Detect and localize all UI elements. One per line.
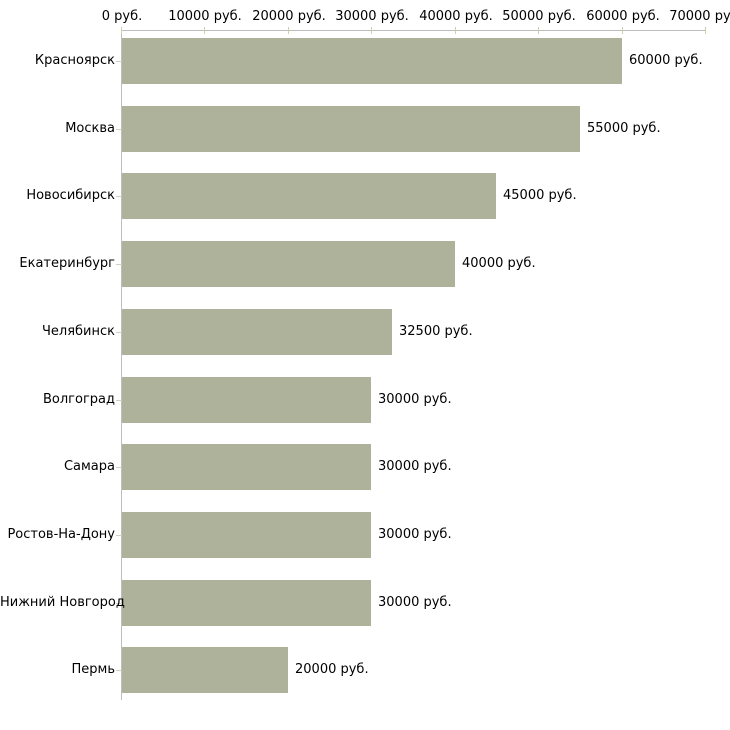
bar: [122, 444, 371, 490]
x-axis-tick: [204, 27, 205, 34]
bar: [122, 512, 371, 558]
category-label: Нижний Новгород: [0, 595, 125, 610]
value-label: 30000 руб.: [378, 459, 452, 474]
x-axis-tick-label: 0 руб.: [101, 9, 143, 24]
bar: [122, 241, 455, 287]
bar: [122, 377, 371, 423]
category-tick: [116, 670, 122, 671]
y-axis-line: [121, 30, 122, 700]
x-axis-tick-label: 70000 руб.: [669, 9, 730, 24]
x-axis-tick-label: 10000 руб.: [168, 9, 242, 24]
x-axis-tick: [538, 27, 539, 34]
category-label: Новосибирск: [26, 188, 115, 203]
category-tick: [116, 400, 122, 401]
x-axis-tick: [121, 27, 122, 34]
category-label: Волгоград: [42, 392, 115, 407]
value-label: 45000 руб.: [503, 188, 577, 203]
bar: [122, 580, 371, 626]
value-label: 32500 руб.: [399, 324, 473, 339]
x-axis-tick: [455, 27, 456, 34]
category-tick: [116, 603, 122, 604]
bar: [122, 309, 392, 355]
category-label: Ростов-На-Дону: [7, 527, 115, 542]
category-label: Челябинск: [41, 324, 115, 339]
value-label: 30000 руб.: [378, 595, 452, 610]
value-label: 30000 руб.: [378, 392, 452, 407]
value-label: 40000 руб.: [462, 256, 536, 271]
x-axis-tick-label: 20000 руб.: [252, 9, 326, 24]
category-label: Москва: [65, 121, 115, 136]
category-tick: [116, 467, 122, 468]
category-tick: [116, 264, 122, 265]
category-tick: [116, 129, 122, 130]
bar: [122, 38, 622, 84]
category-tick: [116, 61, 122, 62]
value-label: 60000 руб.: [629, 53, 703, 68]
x-axis-tick-label: 30000 руб.: [335, 9, 409, 24]
x-axis-tick-label: 60000 руб.: [586, 9, 660, 24]
bar: [122, 647, 288, 693]
value-label: 30000 руб.: [378, 527, 452, 542]
category-tick: [116, 535, 122, 536]
category-tick: [116, 332, 122, 333]
category-label: Екатеринбург: [19, 256, 115, 271]
x-axis-tick-label: 40000 руб.: [419, 9, 493, 24]
category-tick: [116, 196, 122, 197]
category-label: Самара: [63, 459, 115, 474]
x-axis-tick-label: 50000 руб.: [502, 9, 576, 24]
x-axis-tick: [371, 27, 372, 34]
x-axis-line: [121, 30, 705, 31]
bar: [122, 106, 580, 152]
x-axis-tick: [622, 27, 623, 34]
bar: [122, 173, 496, 219]
value-label: 55000 руб.: [587, 121, 661, 136]
category-label: Красноярск: [34, 53, 115, 68]
category-label: Пермь: [71, 662, 116, 677]
value-label: 20000 руб.: [295, 662, 369, 677]
x-axis-tick: [705, 27, 706, 34]
x-axis-tick: [288, 27, 289, 34]
